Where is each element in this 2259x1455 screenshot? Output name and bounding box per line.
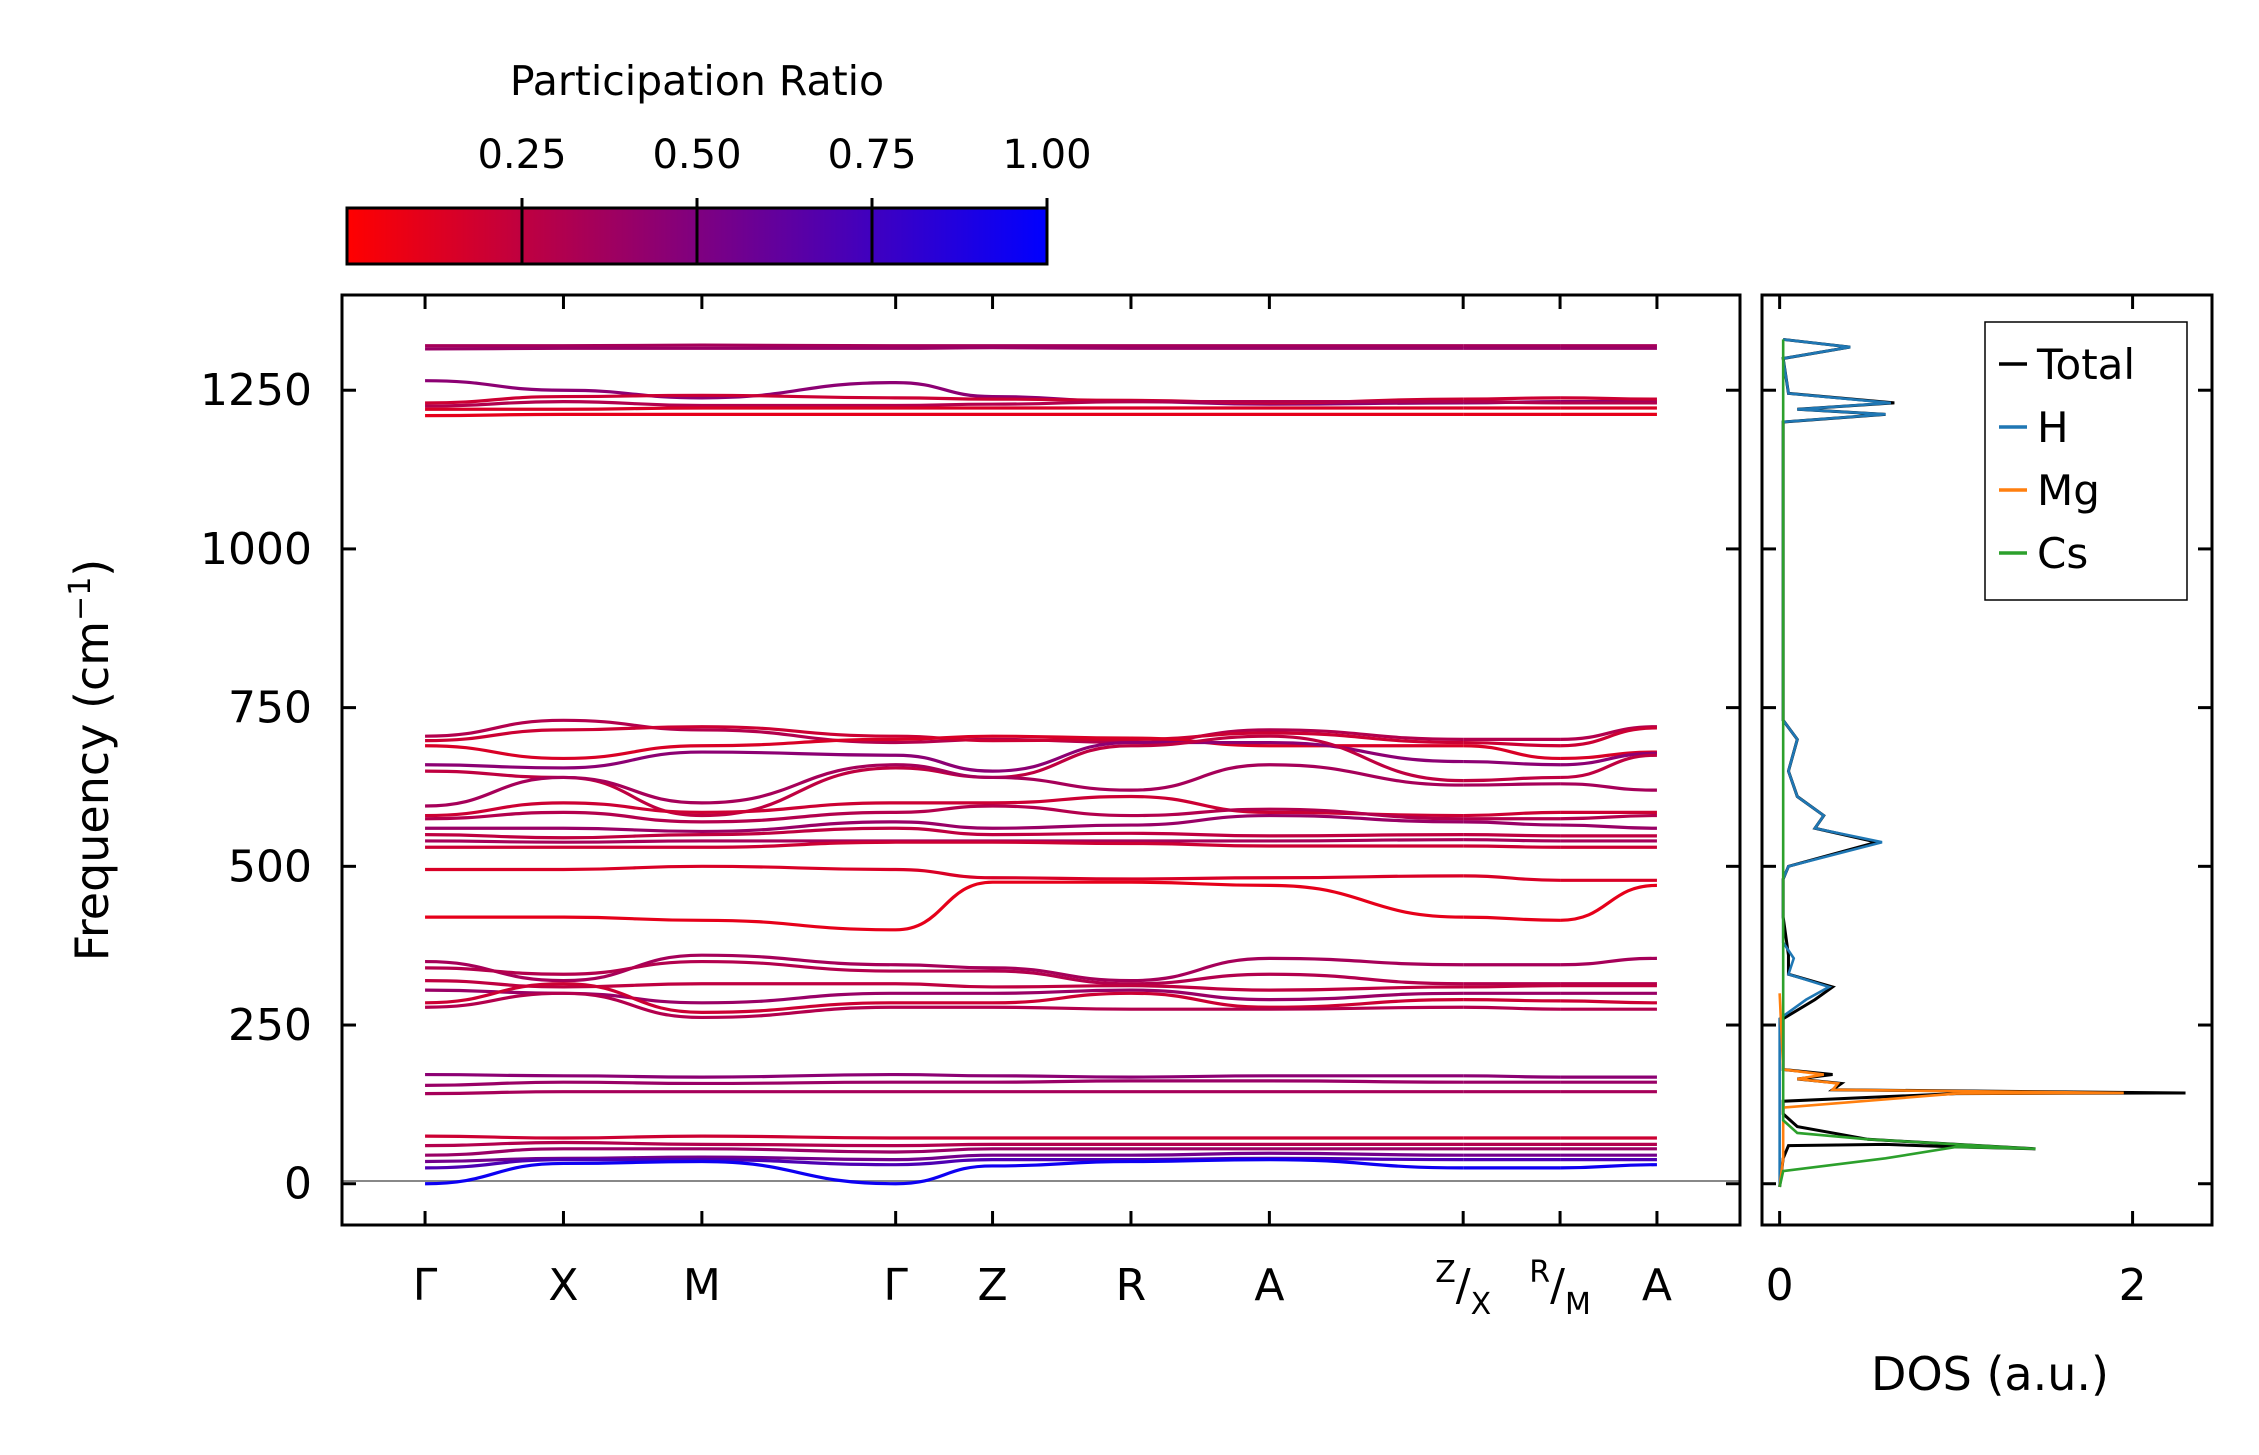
phonon-band <box>1560 753 1657 780</box>
phonon-band <box>425 864 1464 881</box>
phonon-band <box>1463 844 1561 849</box>
phonon-band <box>1560 883 1657 922</box>
phonon-band <box>1463 740 1561 748</box>
phonon-band <box>425 804 1464 824</box>
y-tick-label: 500 <box>228 841 312 892</box>
phonon-band <box>1560 1163 1657 1170</box>
phonon-band <box>425 400 1464 408</box>
phonon-band <box>1463 874 1561 882</box>
phonon-band <box>425 346 1464 351</box>
phonon-band <box>425 718 1464 745</box>
phonon-band <box>425 1079 1464 1087</box>
phonon-band <box>1463 838 1561 843</box>
phonon-band <box>425 978 1464 992</box>
dos-series-cs <box>1778 339 2036 1188</box>
colorbar-title: Participation Ratio <box>510 57 884 105</box>
phonon-band <box>1560 956 1657 967</box>
dos-series-mg <box>1778 993 2124 1188</box>
phonon-band <box>425 1134 1464 1140</box>
dos-series-h <box>1778 338 1891 1187</box>
phonon-band <box>425 343 1464 348</box>
phonon-band <box>425 813 1464 834</box>
phonon-band <box>425 959 1464 986</box>
phonon-band <box>425 982 1464 1014</box>
phonon-band <box>425 840 1464 849</box>
phonon-band <box>1560 726 1657 748</box>
phonon-band <box>1560 396 1657 401</box>
phonon-band <box>425 1147 1464 1157</box>
phonon-band <box>425 1072 1464 1079</box>
phonon-band <box>1463 998 1561 1003</box>
phonon-band <box>1463 400 1561 405</box>
legend: Total H Mg Cs <box>1984 321 2188 601</box>
phonon-band <box>1463 744 1561 761</box>
y-tick-label: 250 <box>228 1000 312 1051</box>
phonon-band <box>1463 832 1561 838</box>
phonon-band <box>425 1140 1464 1148</box>
band-structure-panel: 0 250 500 750 1000 1250 Γ X M Γ Z R A Z/X R/M A Frequen… <box>63 293 1742 1322</box>
k-point-label: A <box>1642 1260 1672 1311</box>
phonon-band <box>1560 813 1657 821</box>
k-point-label: M <box>683 1260 721 1311</box>
k-point-label: Z <box>977 1260 1007 1311</box>
colorbar-tick-label: 0.50 <box>652 132 741 178</box>
phonon-band <box>1560 823 1657 830</box>
y-axis-label: Frequency (cm−1) <box>63 559 119 962</box>
legend-label: Total <box>2036 340 2135 389</box>
phonon-band <box>425 794 1464 818</box>
x-axis-label: DOS (a.u.) <box>1871 1347 2109 1401</box>
phonon-band <box>425 953 1464 983</box>
dos-panel: 0 2 DOS (a.u.) Total H Mg Cs <box>1760 293 2214 1401</box>
dos-x-tick-label: 0 <box>1766 1260 1794 1311</box>
colorbar-tick-label: 0.25 <box>477 132 566 178</box>
k-point-label: A <box>1254 1260 1284 1311</box>
phonon-band <box>1463 775 1561 783</box>
k-point-label: R/M <box>1529 1255 1591 1322</box>
phonon-band <box>425 1158 1464 1186</box>
phonon-band <box>1463 396 1561 401</box>
phonon-band <box>425 826 1464 840</box>
y-tick-label: 1250 <box>200 365 312 416</box>
phonon-band <box>1560 751 1657 767</box>
k-point-label: Z/X <box>1435 1255 1491 1322</box>
k-point-label: R <box>1116 1260 1147 1311</box>
legend-label: H <box>2037 403 2069 452</box>
phonon-band <box>425 412 1464 418</box>
phonon-band <box>425 880 1464 932</box>
phonon-band <box>1560 782 1657 792</box>
dos-plot-frame <box>1760 293 2214 1227</box>
phonon-band <box>425 763 1464 808</box>
colorbar-tick-label: 1.00 <box>1002 132 1091 178</box>
phonon-band <box>425 991 1464 1020</box>
phonon-band <box>1463 782 1561 787</box>
colorbar: Participation Ratio 0.25 0.50 0.75 1.00 <box>345 57 1092 266</box>
k-point-label: Γ <box>883 1260 908 1311</box>
phonon-band <box>1463 915 1561 922</box>
phonon-band <box>425 734 1464 761</box>
k-point-label: X <box>548 1260 578 1311</box>
phonon-band <box>1463 810 1561 818</box>
phonon-band <box>1463 759 1561 767</box>
phonon-band <box>1463 1074 1561 1079</box>
legend-label: Mg <box>2037 466 2100 515</box>
colorbar-tick-label: 0.75 <box>827 132 916 178</box>
phonon-band <box>425 1090 1464 1096</box>
phonon-band <box>1463 1005 1561 1011</box>
phonon-band <box>1560 999 1657 1005</box>
y-tick-label: 750 <box>228 683 312 734</box>
phonon-band <box>1463 984 1561 989</box>
phonon-band <box>425 740 1464 773</box>
phonon-band <box>425 988 1464 1005</box>
k-point-label: Γ <box>413 1260 438 1311</box>
y-tick-label: 1000 <box>200 524 312 575</box>
phonon-band <box>1463 820 1561 827</box>
legend-label: Cs <box>2037 529 2088 578</box>
y-tick-label: 0 <box>284 1159 312 1210</box>
dos-x-tick-label: 2 <box>2119 1260 2147 1311</box>
phonon-band <box>425 406 1464 411</box>
band-plot-frame <box>340 293 1742 1227</box>
